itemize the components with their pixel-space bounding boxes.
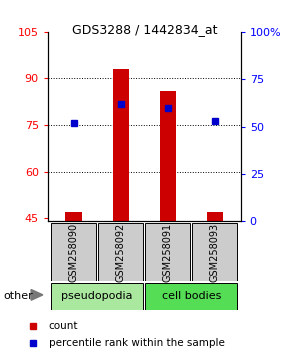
Bar: [51, 223, 96, 281]
Text: GSM258091: GSM258091: [163, 223, 173, 282]
Bar: [192, 223, 238, 281]
Polygon shape: [31, 290, 43, 300]
Text: percentile rank within the sample: percentile rank within the sample: [49, 338, 224, 348]
Text: pseudopodia: pseudopodia: [61, 291, 133, 302]
Bar: [160, 91, 176, 221]
Bar: [206, 212, 223, 221]
Bar: [145, 283, 238, 310]
Text: GSM258092: GSM258092: [116, 223, 126, 282]
Text: GSM258093: GSM258093: [210, 223, 220, 282]
Text: count: count: [49, 321, 78, 331]
Text: cell bodies: cell bodies: [162, 291, 221, 302]
Bar: [98, 223, 143, 281]
Bar: [145, 223, 190, 281]
Text: other: other: [3, 291, 33, 301]
Text: GDS3288 / 1442834_at: GDS3288 / 1442834_at: [72, 23, 218, 36]
Bar: [51, 283, 143, 310]
Text: GSM258090: GSM258090: [69, 223, 79, 282]
Bar: [66, 212, 82, 221]
Bar: [113, 69, 129, 221]
